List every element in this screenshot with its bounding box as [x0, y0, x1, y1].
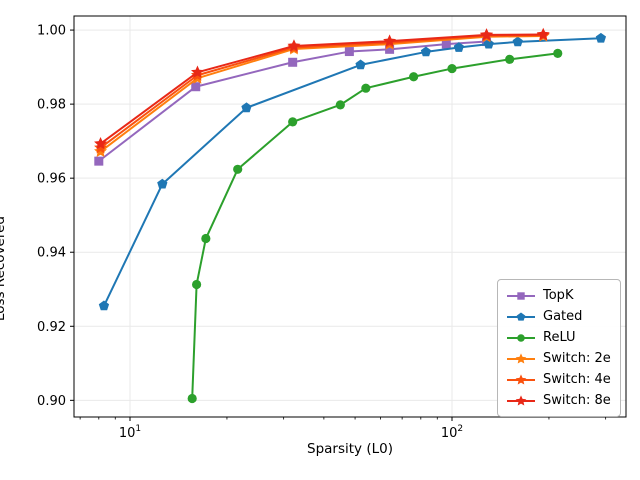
- legend-item-topk: TopK: [506, 285, 611, 306]
- marker-topk: [441, 39, 451, 49]
- legend-label-switch-8e: Switch: 8e: [543, 393, 611, 408]
- marker-topk: [385, 44, 395, 54]
- marker-relu: [335, 100, 345, 110]
- y-tick-label: 0.98: [37, 98, 66, 113]
- marker-switch-4e: [94, 141, 107, 154]
- legend-swatch-switch-2e: [507, 352, 535, 364]
- y-tick-label: 0.96: [37, 172, 66, 187]
- series-line-switch-4e: [99, 34, 545, 149]
- axes-frame: [73, 15, 627, 418]
- marker-gated: [157, 178, 168, 189]
- marker-switch-8e: [191, 65, 204, 78]
- marker-relu: [288, 117, 298, 127]
- marker-switch-8e: [287, 39, 301, 52]
- series-line-switch-2e: [99, 34, 545, 153]
- marker-relu: [447, 63, 457, 74]
- legend: TopK Gated ReLU Switch: 2e Switch: 4e Switch:…: [497, 279, 621, 417]
- marker-relu: [233, 164, 243, 174]
- legend-label-switch-4e: Switch: 4e: [543, 372, 611, 387]
- marker-relu: [505, 54, 515, 64]
- marker-gated: [98, 300, 110, 311]
- marker-relu: [192, 279, 202, 290]
- y-tick-label: 0.94: [37, 246, 66, 261]
- marker-topk: [191, 82, 201, 92]
- legend-item-switch-2e: Switch: 2e: [506, 348, 611, 369]
- legend-swatch-switch-8e: [507, 394, 535, 406]
- marker-switch-8e: [480, 28, 493, 41]
- legend-swatch-gated: [507, 312, 535, 321]
- legend-label-gated: Gated: [543, 309, 583, 324]
- marker-topk: [344, 47, 354, 57]
- marker-switch-8e: [383, 34, 397, 47]
- legend-item-gated: Gated: [506, 306, 611, 327]
- y-tick-label: 0.90: [37, 394, 66, 409]
- y-axis-label-text: Loss Recovered: [0, 216, 8, 322]
- series-line-switch-8e: [99, 33, 545, 145]
- y-tick-label: 1.00: [37, 24, 66, 39]
- legend-item-switch-8e: Switch: 8e: [506, 390, 611, 411]
- x-tick-label: 102: [441, 424, 463, 441]
- marker-relu: [187, 393, 197, 404]
- marker-relu: [361, 83, 371, 93]
- marker-gated: [420, 46, 432, 57]
- marker-gated: [453, 42, 464, 52]
- legend-swatch-relu: [507, 333, 535, 342]
- legend-swatch-topk: [507, 291, 535, 300]
- legend-item-relu: ReLU: [506, 327, 611, 348]
- legend-swatch-switch-4e: [507, 373, 535, 385]
- marker-gated: [355, 59, 366, 70]
- legend-label-relu: ReLU: [543, 330, 576, 345]
- x-tick-label: 101: [119, 424, 141, 441]
- legend-label-switch-2e: Switch: 2e: [543, 351, 611, 366]
- legend-label-topk: TopK: [543, 288, 574, 303]
- marker-relu: [553, 48, 563, 58]
- marker-switch-8e: [536, 27, 550, 41]
- marker-topk: [94, 156, 104, 166]
- marker-switch-8e: [94, 136, 107, 150]
- marker-gated: [483, 38, 494, 49]
- marker-topk: [288, 57, 298, 67]
- series-line-gated: [102, 37, 602, 307]
- marker-gated: [241, 102, 252, 113]
- y-tick-label: 0.92: [37, 320, 66, 335]
- marker-relu: [409, 72, 419, 82]
- marker-gated: [595, 32, 607, 43]
- legend-item-switch-4e: Switch: 4e: [506, 369, 611, 390]
- marker-relu: [201, 233, 211, 244]
- x-axis-label: Sparsity (L0): [307, 441, 393, 457]
- marker-gated: [512, 36, 523, 47]
